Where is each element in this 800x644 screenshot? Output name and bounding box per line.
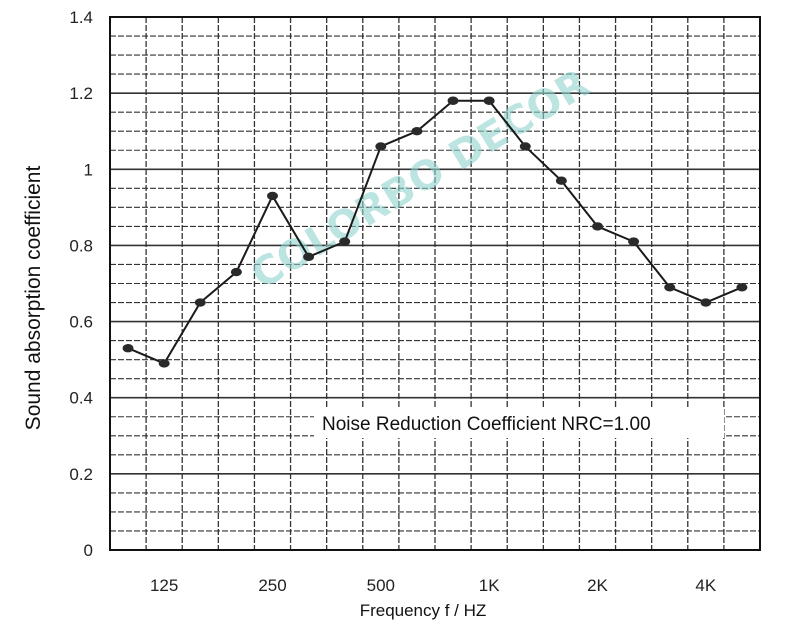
watermark: COLORBO DECOR — [243, 61, 597, 299]
x-tick-labels: 125 250 500 1K 2K 4K — [150, 576, 717, 595]
y-tick-label: 0.8 — [69, 236, 93, 255]
x-tick-label: 250 — [258, 576, 286, 595]
data-point — [267, 191, 278, 201]
data-point — [519, 142, 531, 151]
plot-frame — [109, 16, 761, 551]
data-point — [158, 359, 170, 368]
watermark-text: COLORBO DECOR — [243, 61, 597, 299]
grid — [110, 17, 760, 550]
x-tick-label: 1K — [479, 576, 500, 595]
data-point — [447, 96, 459, 105]
annotation-background — [314, 408, 724, 438]
data-point — [700, 298, 712, 307]
x-axis-label: Frequency f / HZ — [360, 601, 487, 620]
series-line — [127, 99, 743, 365]
data-point — [122, 344, 134, 353]
y-tick-label: 1.2 — [69, 84, 93, 103]
y-tick-labels: 0 0.2 0.4 0.6 0.8 1 1.2 1.4 — [69, 8, 93, 560]
data-point — [339, 237, 351, 246]
data-series — [122, 96, 748, 368]
data-point — [411, 127, 423, 136]
y-tick-label: 1 — [84, 160, 93, 179]
data-point — [303, 252, 315, 262]
y-tick-label: 0.2 — [69, 465, 93, 484]
x-tick-label: 4K — [695, 576, 716, 595]
y-tick-label: 1.4 — [69, 8, 93, 27]
x-tick-label: 2K — [587, 576, 608, 595]
data-point — [592, 222, 603, 231]
annotation-text: Noise Reduction Coefficient NRC=1.00 — [322, 414, 651, 435]
data-point — [628, 237, 640, 246]
nrc-annotation: Noise Reduction Coefficient NRC=1.00 — [314, 408, 724, 438]
data-point — [483, 96, 495, 105]
y-tick-label: 0.4 — [69, 389, 93, 408]
data-point — [555, 176, 567, 185]
y-tick-label: 0.6 — [69, 313, 93, 332]
y-axis-label: Sound absorption coefficient — [22, 166, 45, 431]
data-point — [736, 283, 748, 292]
x-tick-label: 125 — [150, 576, 178, 595]
data-point — [230, 267, 242, 277]
y-tick-label: 0 — [84, 541, 93, 560]
data-point — [194, 298, 206, 307]
x-tick-label: 500 — [367, 576, 395, 595]
data-point — [664, 283, 676, 292]
data-point — [375, 142, 387, 151]
